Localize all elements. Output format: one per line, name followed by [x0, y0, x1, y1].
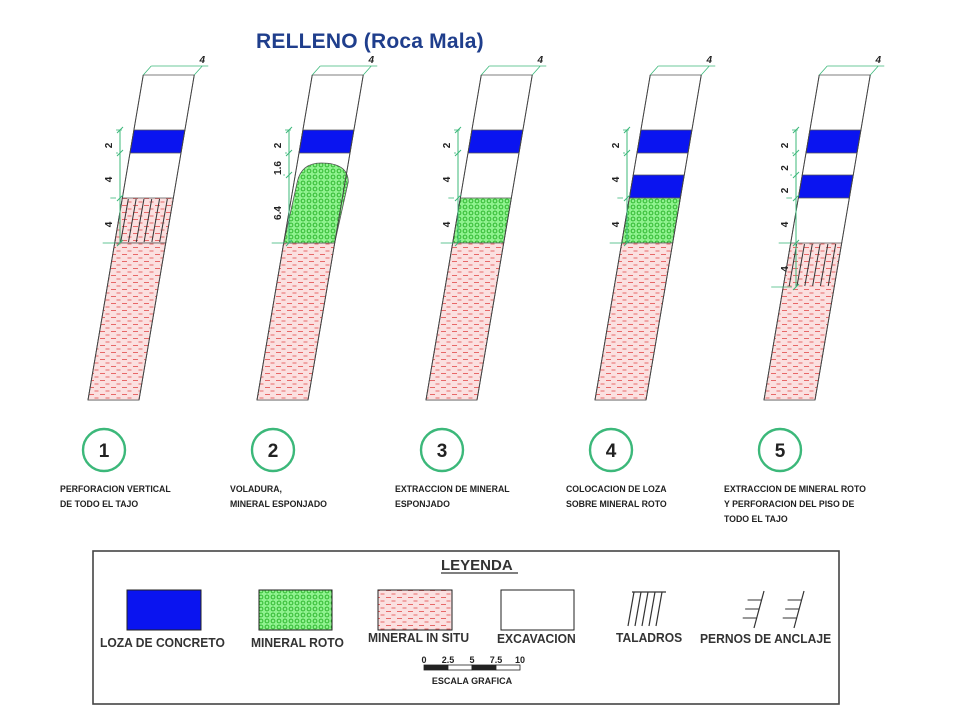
stage-3-diagram: 4 2 4 4 3: [419, 55, 547, 473]
scale-tick-label: 2.5: [442, 655, 455, 665]
in-situ-ore: [87, 242, 167, 401]
excavation-swatch: [500, 589, 575, 631]
in-situ-ore: [256, 242, 336, 401]
legend-title: LEYENDA: [441, 557, 513, 574]
stage-number: 1: [99, 441, 110, 462]
stage-number: 5: [775, 441, 786, 462]
drill-holes: [120, 198, 168, 243]
dimension-label: 4: [442, 221, 453, 227]
stage-4-caption: COLOCACION DE LOZA SOBRE MINERAL ROTO: [566, 484, 667, 510]
scale-tick-label: 10: [515, 655, 525, 665]
legend-label: LOZA DE CONCRETO: [100, 636, 225, 650]
stage-1-diagram: 4 2 4 4 1: [81, 55, 209, 473]
stage-number-circle: [757, 427, 803, 473]
broken-ore: [452, 197, 512, 244]
concrete-slab: [628, 174, 685, 199]
concrete-slab: [805, 129, 862, 154]
dimension-label: 4: [780, 266, 791, 272]
dimension-label: 4: [611, 221, 622, 227]
scale-tick-label: 7.5: [490, 655, 503, 665]
concrete-slab: [467, 129, 524, 154]
legend-box: LEYENDA LOZA DE CONCRETO MINERAL ROTO MINE…: [92, 550, 840, 705]
broken-ore: [621, 197, 681, 244]
dimension-label: 2: [611, 142, 622, 148]
concrete-slab: [636, 129, 693, 154]
stage-2-diagram: 4 2 1.6 6.4 2: [250, 55, 378, 473]
legend-label: TALADROS: [616, 631, 682, 645]
dimension-label: 4: [780, 221, 791, 227]
stage-number: 2: [268, 441, 279, 462]
stage-2-caption: VOLADURA, MINERAL ESPONJADO: [230, 484, 327, 510]
legend-label: MINERAL IN SITU: [368, 631, 469, 645]
dimension-label: 1.6: [273, 161, 284, 175]
stage-3-caption: EXTRACCION DE MINERAL ESPONJADO: [395, 484, 510, 510]
in-situ-ore-swatch: [377, 589, 453, 631]
graphic-scale: 0 2.5 5 7.5 10 ESCALA GRAFICA: [421, 655, 525, 686]
stage-number: 4: [606, 441, 617, 462]
concrete-slab-swatch: [126, 589, 202, 631]
dimension-label: 4: [104, 221, 115, 227]
width-dimension-label: 4: [705, 55, 712, 66]
stage-number-circle: [250, 427, 296, 473]
dimension-label: 2: [442, 142, 453, 148]
stage-4-diagram: 4 2 4 4 4: [588, 55, 716, 473]
width-dimension-label: 4: [198, 55, 205, 66]
dimension-label: 4: [442, 176, 453, 182]
dimension-label: 2: [780, 142, 791, 148]
stage-number: 3: [437, 441, 448, 462]
broken-ore-swatch: [258, 589, 333, 631]
dimension-label: 2: [780, 165, 791, 171]
dimension-label: 4: [611, 176, 622, 182]
width-dimension-label: 4: [874, 55, 881, 66]
scale-tick-label: 0: [421, 655, 426, 665]
in-situ-ore: [594, 242, 674, 401]
width-dimension-label: 4: [367, 55, 374, 66]
in-situ-ore: [425, 242, 505, 401]
concrete-slab: [298, 129, 355, 154]
drill-holes-icon: [627, 591, 666, 627]
rock-bolts-icon: [742, 590, 805, 629]
stage-number-circle: [81, 427, 127, 473]
stage-1-caption: PERFORACION VERTICAL DE TODO EL TAJO: [60, 484, 171, 510]
in-situ-ore: [763, 242, 843, 401]
legend-label: EXCAVACION: [497, 632, 576, 646]
in-situ-ore: [114, 197, 174, 244]
dimension-label: 4: [104, 176, 115, 182]
dimension-label: 2: [104, 142, 115, 148]
page-title: RELLENO (Roca Mala): [256, 30, 484, 53]
concrete-slab: [797, 174, 854, 199]
width-dimension-label: 4: [536, 55, 543, 66]
stage-5-caption: EXTRACCION DE MINERAL ROTO Y PERFORACION…: [724, 484, 866, 525]
concrete-slab: [129, 129, 186, 154]
dimension-label: 2: [780, 187, 791, 193]
legend-label: PERNOS DE ANCLAJE: [700, 632, 831, 646]
scale-label: ESCALA GRAFICA: [432, 676, 513, 686]
stage-number-circle: [419, 427, 465, 473]
broken-ore-swollen: [283, 162, 349, 244]
scale-tick-label: 5: [469, 655, 474, 665]
stage-number-circle: [588, 427, 634, 473]
dimension-label: 6.4: [273, 206, 284, 220]
stage-5-diagram: 4 2 2 2 4 4 5: [757, 55, 885, 473]
legend-label: MINERAL ROTO: [251, 636, 344, 650]
drill-holes: [788, 243, 837, 287]
dimension-label: 2: [273, 142, 284, 148]
